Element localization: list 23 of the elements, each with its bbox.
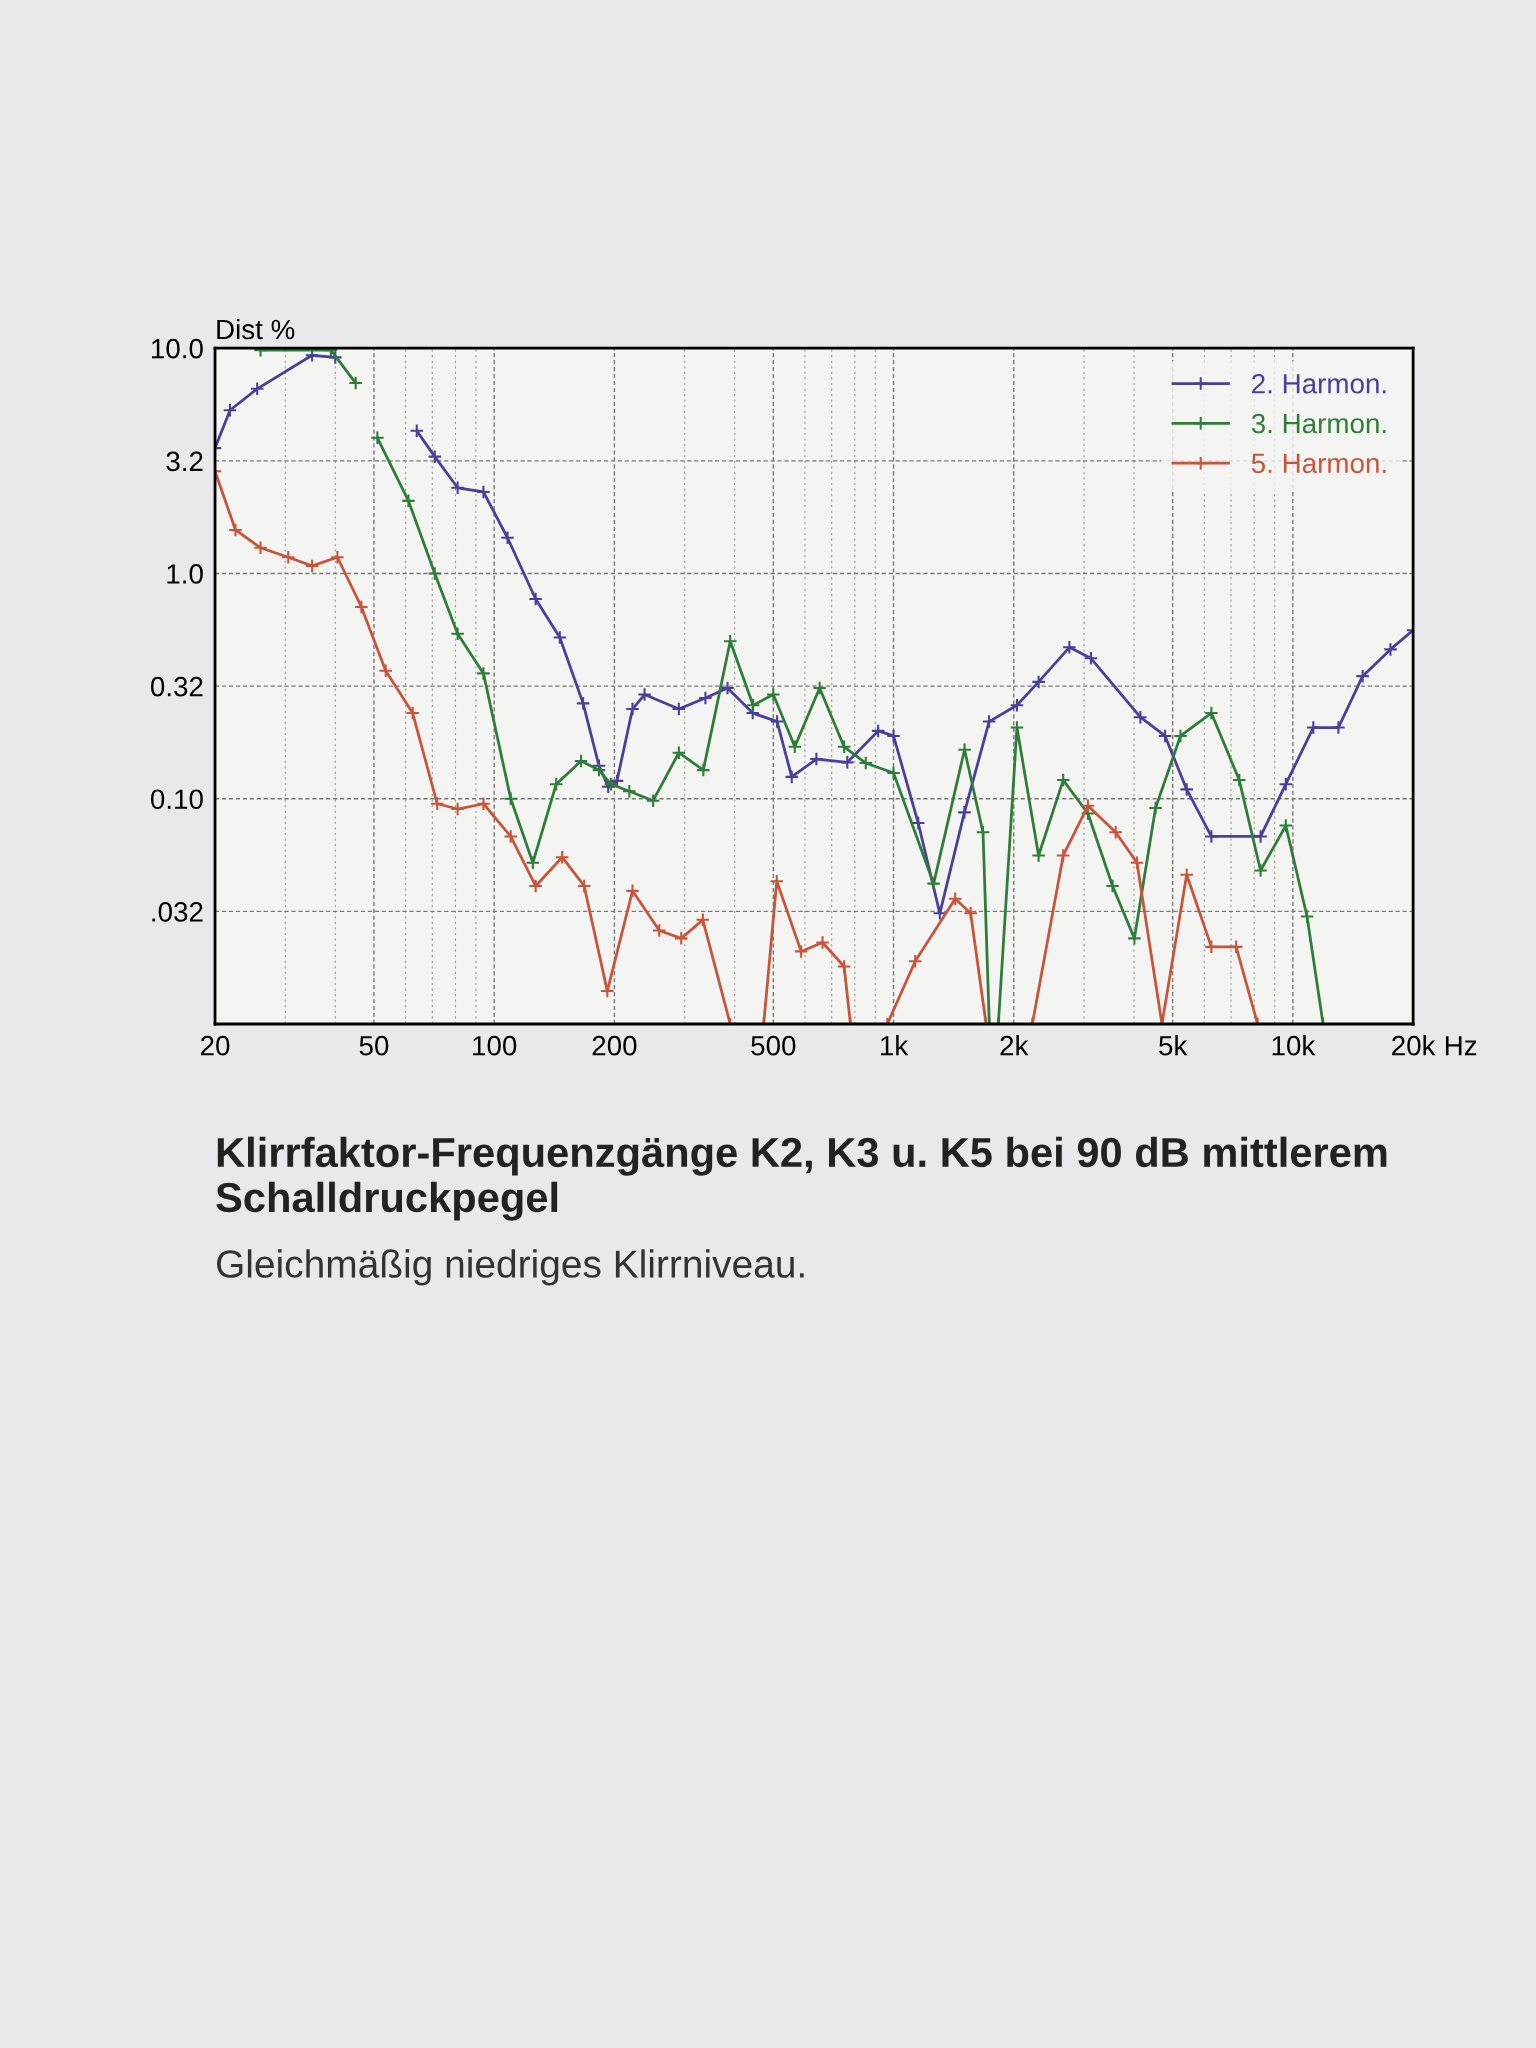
x-tick-label: 20k <box>1392 1035 1436 1056</box>
y-tick-label: .032 <box>152 902 203 922</box>
x-tick-label: 1k <box>880 1035 909 1056</box>
y-tick-label: 1.0 <box>167 564 203 584</box>
x-tick-label: 5k <box>1159 1035 1188 1056</box>
x-tick-label: 200 <box>592 1035 637 1056</box>
y-tick-label: 3.2 <box>166 451 203 472</box>
y-tick-label: 10.0 <box>151 338 203 359</box>
y-tick-label: 0.10 <box>150 789 203 810</box>
x-tick-label: 10k <box>1272 1035 1316 1056</box>
x-tick-label: 500 <box>751 1035 796 1056</box>
x-tick-label: 50 <box>359 1035 389 1056</box>
x-tick-label: 20 <box>200 1035 230 1056</box>
y-axis-title: Dist % <box>217 318 295 340</box>
text: Gleichmäßig niedriges Klirrniveau. <box>217 1249 804 1286</box>
x-axis-title: Hz <box>1445 1036 1477 1056</box>
text: Klirrfaktor-Frequenzgänge K2, K3 u. K5 bei 90 dB mittlerem Schalldruckpegel <box>216 1136 1387 1221</box>
x-tick-label: 2k <box>1000 1035 1029 1056</box>
legend-label: 2. Harmon. <box>1252 373 1386 394</box>
x-tick-label: 100 <box>473 1035 517 1056</box>
legend-label: 5. Harmon. <box>1251 453 1386 474</box>
y-tick-label: 0.32 <box>150 676 203 697</box>
legend-label: 3. Harmon. <box>1251 413 1386 434</box>
